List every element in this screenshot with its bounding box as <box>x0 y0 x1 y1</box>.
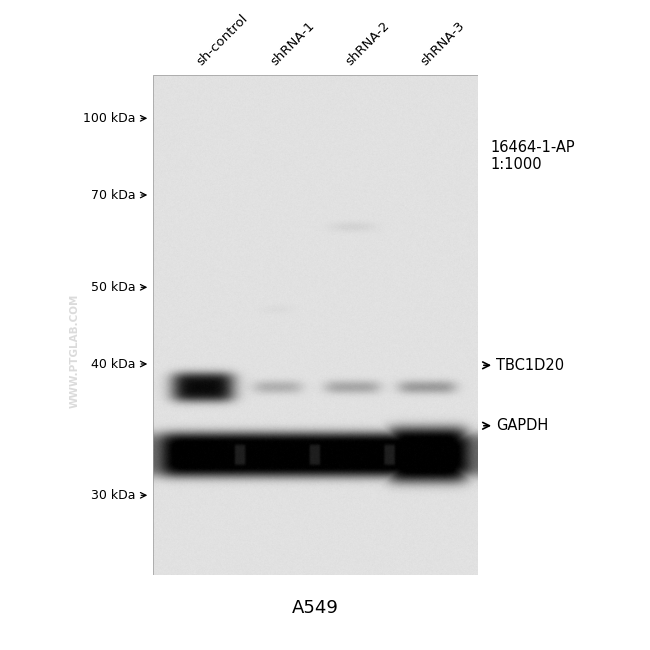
Text: 100 kDa: 100 kDa <box>83 112 136 125</box>
Text: shRNA-1: shRNA-1 <box>268 20 318 68</box>
Text: 40 kDa: 40 kDa <box>92 358 136 370</box>
Text: sh-control: sh-control <box>194 12 250 68</box>
Text: shRNA-2: shRNA-2 <box>343 20 393 68</box>
Text: 70 kDa: 70 kDa <box>91 188 136 202</box>
Text: A549: A549 <box>292 599 339 617</box>
Text: GAPDH: GAPDH <box>496 418 548 434</box>
Text: 16464-1-AP
1:1000: 16464-1-AP 1:1000 <box>491 140 575 172</box>
Text: 50 kDa: 50 kDa <box>91 281 136 294</box>
Text: shRNA-3: shRNA-3 <box>418 20 467 68</box>
Text: WWW.PTGLAB.COM: WWW.PTGLAB.COM <box>70 294 80 408</box>
Text: TBC1D20: TBC1D20 <box>496 358 564 373</box>
Text: 30 kDa: 30 kDa <box>92 489 136 502</box>
